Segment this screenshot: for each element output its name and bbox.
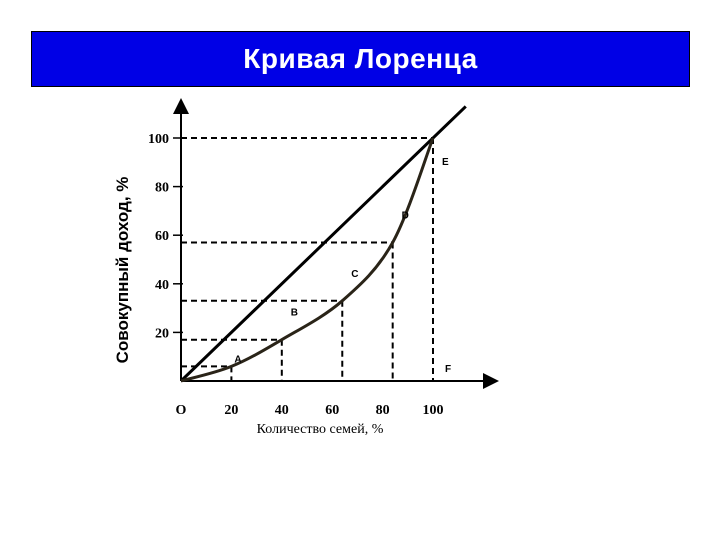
point-label-F: F [445, 364, 451, 375]
x-tick-label-80: 80 [376, 403, 390, 418]
x-axis-label: Количество семей, % [257, 422, 384, 437]
y-tick-label-80: 80 [155, 181, 169, 196]
series [179, 105, 467, 383]
guide-lines [181, 137, 434, 381]
x-tick-label-20: 20 [224, 403, 238, 418]
axes [173, 98, 499, 389]
slide-title: Кривая Лоренца [243, 43, 478, 74]
point-label-C: C [351, 269, 358, 280]
x-tick-label-100: 100 [423, 403, 444, 418]
y-axis-label: Совокупный доход, % [113, 177, 132, 364]
y-tick-label-20: 20 [155, 326, 169, 341]
point-label-B: B [291, 308, 298, 319]
x-tick-label-40: 40 [275, 403, 289, 418]
x-tick-label-60: 60 [325, 403, 339, 418]
y-tick-label-100: 100 [148, 132, 169, 147]
y-tick-label-40: 40 [155, 278, 169, 293]
point-label-E: E [442, 157, 449, 168]
origin-label: O [176, 403, 187, 418]
point-label-A: A [234, 354, 241, 365]
lorenz-curve [180, 137, 435, 383]
equality-line [179, 105, 467, 383]
y-tick-label-60: 60 [155, 229, 169, 244]
labels: 20 40 60 80 100 O 20 40 60 80 100 Количество семей,… [113, 132, 451, 437]
title-bar: Кривая Лоренца [31, 31, 690, 87]
point-label-D: D [402, 210, 409, 221]
